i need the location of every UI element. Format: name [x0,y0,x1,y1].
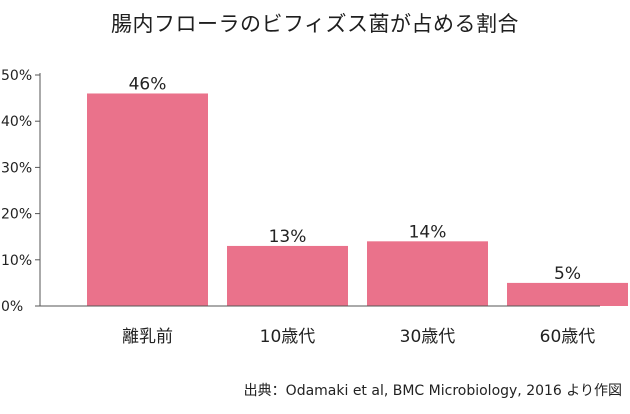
y-tick-label: 40% [1,114,32,130]
y-tick-label: 30% [1,160,32,176]
bar [507,282,628,306]
y-tick-label: 50% [1,68,32,84]
y-tick-label: 10% [1,253,32,269]
value-label: 5% [554,264,581,284]
x-axis: 離乳前 10歳代 30歳代 60歳代 [40,305,600,347]
chart-title: 腸内フローラのビフィズス菌が占める割合 [110,12,520,36]
x-tick-label: 30歳代 [400,327,456,347]
y-tick-label: 20% [1,207,32,223]
value-label: 14% [409,222,447,242]
value-labels: 46% 13% 14% 5% [129,74,581,283]
x-tick-label: 10歳代 [260,327,316,347]
value-label: 46% [129,74,167,94]
y-axis: 0% 10% 20% 30% 40% 50% [1,68,41,315]
source-note: 出典：Odamaki et al, BMC Microbiology, 2016… [243,383,622,399]
x-tick-label: 離乳前 [122,327,173,347]
bar [87,93,208,306]
y-tick-label: 0% [1,299,23,315]
value-label: 13% [269,227,307,247]
bars [87,93,628,306]
bar [227,245,348,306]
bar [367,241,488,306]
x-tick-label: 60歳代 [540,327,596,347]
